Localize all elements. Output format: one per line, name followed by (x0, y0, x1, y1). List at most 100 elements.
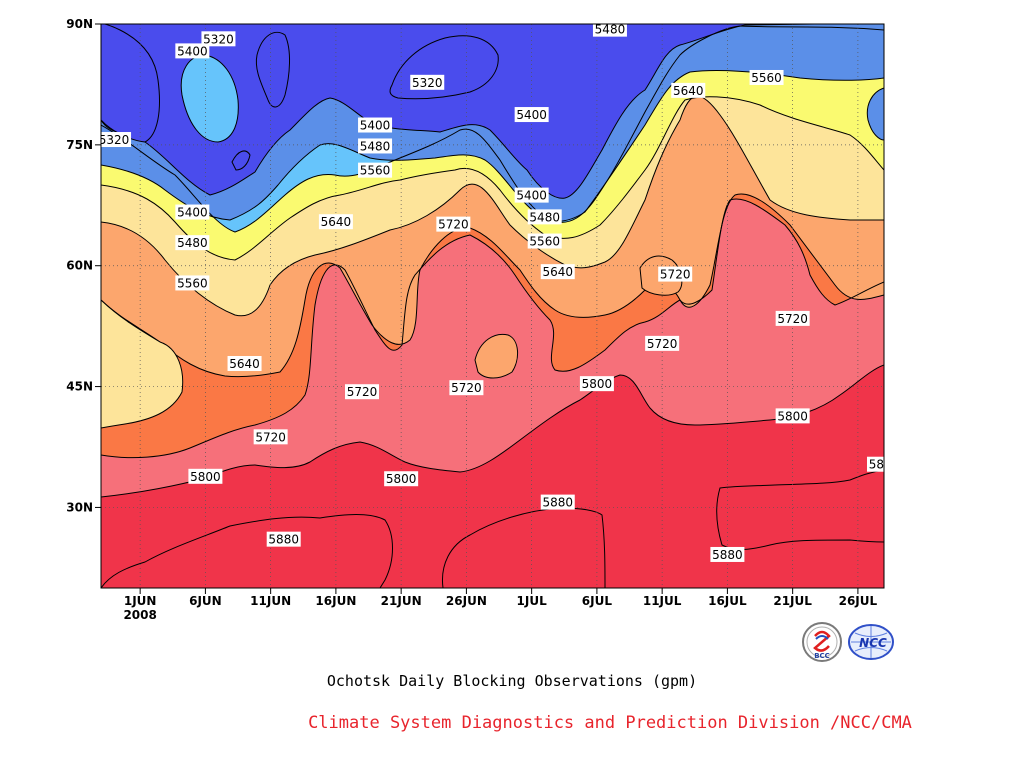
contour-label-text: 5720 (647, 337, 678, 351)
contour-label-box (514, 187, 549, 203)
contour-island (231, 150, 251, 171)
contour-label-text: 5480 (360, 139, 391, 153)
contour-label-text: 5320 (99, 133, 130, 147)
contour-label: 5800 (384, 471, 419, 487)
contour-label: 5480 (592, 23, 627, 37)
contour-label-text: 5560 (529, 235, 560, 249)
contour-label-text: 5800 (190, 470, 221, 484)
contour-label-text: 5640 (229, 357, 260, 371)
contour-label-text: 5560 (360, 164, 391, 178)
contour-label-box (345, 384, 379, 400)
contour-line (101, 96, 884, 261)
contour-label-text: 5640 (321, 215, 352, 229)
y-tick-label: 75N (66, 138, 93, 152)
contour-island (866, 87, 884, 141)
contour-line (101, 364, 884, 498)
contour-label-text: 5640 (542, 265, 573, 279)
contour-label-box (410, 74, 445, 90)
contour-label-box (645, 335, 680, 351)
bcc-logo: BCC (802, 622, 842, 662)
y-tick-label: 45N (66, 380, 93, 394)
contour-label-text: 5880 (869, 458, 900, 472)
contour-label: 5880 (540, 494, 575, 510)
contour-label-box (671, 82, 706, 98)
x-tick-label: 1JUL (517, 594, 548, 608)
contour-label-text: 5720 (347, 385, 378, 399)
contour-label-box (749, 69, 784, 85)
contour-label: 5720 (449, 380, 484, 396)
contour-label-box (201, 31, 236, 47)
x-tick-label: 11JUL (643, 594, 682, 608)
contour-label-box (266, 531, 301, 547)
x-tick-label: 16JUN (315, 594, 356, 608)
axes: 90N 75N 60N 45N 30N 1JUN 6JUN 11JUN 16JUN 21JUN 26… (66, 17, 877, 622)
contour-label-text: 5480 (595, 23, 626, 37)
contour-label: 5880 (867, 456, 900, 472)
contour-island (255, 31, 290, 108)
contour-label-box (175, 235, 210, 251)
contour-label: 5720 (645, 335, 680, 351)
contour-label-box (579, 376, 614, 392)
contour-label-text: 5560 (177, 276, 208, 290)
credit-line: Climate System Diagnostics and Predictio… (308, 713, 912, 733)
contour-label-box (710, 546, 745, 562)
x-tick-label: 21JUN (381, 594, 422, 608)
contour-island (101, 299, 184, 429)
contour-label: 5880 (266, 531, 301, 547)
contour-label: 5640 (227, 356, 262, 372)
contour-label-box (514, 107, 549, 123)
contour-line (101, 25, 884, 233)
bcc-logo-text: BCC (814, 652, 830, 660)
contour-label-box (175, 204, 210, 220)
x-tick-label: 21JUL (773, 594, 812, 608)
contour-label: 5720 (253, 429, 288, 445)
contour-label-box (175, 275, 210, 291)
contour-label-text: 5800 (386, 472, 417, 486)
contour-label-box (318, 214, 353, 230)
contour-label: 5720 (345, 384, 379, 400)
contour-label: 5800 (188, 468, 223, 484)
contour-label-box (775, 408, 810, 424)
contour-label-text: 5880 (542, 496, 573, 510)
contour-label: 5400 (514, 107, 549, 123)
contour-label: 5560 (749, 69, 784, 85)
x-tick-label: 26JUL (839, 594, 878, 608)
contour-label: 5800 (579, 376, 614, 392)
contour-label-text: 5320 (203, 32, 234, 46)
contour-label-box (449, 380, 484, 396)
x-year-label: 2008 (123, 608, 156, 622)
contour-label-box (867, 456, 884, 472)
x-tick-label: 6JUL (582, 594, 613, 608)
contour-label: 5800 (775, 408, 810, 424)
ncc-logo-text: NCC (859, 636, 887, 650)
chart-title: Ochotsk Daily Blocking Observations (gpm… (326, 672, 698, 690)
contour-label: 5480 (527, 209, 562, 225)
contour-label-text: 5800 (582, 377, 613, 391)
y-tick-label: 90N (66, 17, 93, 31)
contour-label: 5480 (358, 138, 393, 154)
x-tick-label: 16JUL (708, 594, 747, 608)
contour-label: 5720 (775, 310, 810, 326)
contour-label-box (358, 162, 393, 178)
contour-label-text: 5400 (516, 108, 547, 122)
y-tick-label: 60N (66, 259, 93, 273)
x-tick-label: 11JUN (250, 594, 291, 608)
contour-label-text: 5880 (712, 548, 743, 562)
x-tick-label: 6JUN (189, 594, 222, 608)
contour-line (101, 198, 884, 459)
contour-label: 5640 (671, 82, 706, 98)
contour-island (101, 514, 393, 588)
contour-label-text: 5560 (751, 71, 782, 85)
contour-label-text: 5720 (660, 268, 691, 282)
plot-frame (100, 23, 885, 589)
contour-line (101, 193, 884, 378)
ncc-logo: NCC (848, 624, 894, 660)
contour-label: 5320 (410, 74, 445, 90)
contour-label-box (436, 216, 471, 232)
contour-line (101, 69, 884, 222)
contour-label-text: 5320 (412, 76, 443, 90)
grid-lines (101, 24, 884, 588)
contour-label: 5720 (658, 266, 693, 282)
contour-label-box (227, 356, 262, 372)
